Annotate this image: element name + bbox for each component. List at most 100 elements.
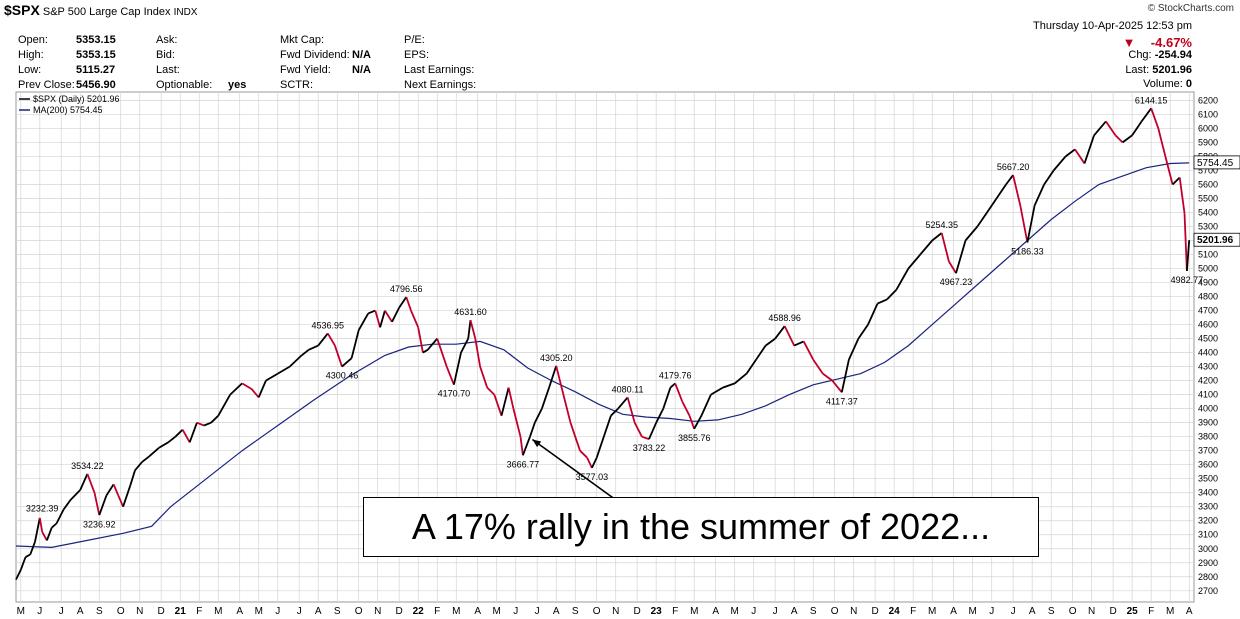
x-tick-label: A	[1029, 606, 1036, 617]
x-tick-label: F	[672, 606, 678, 617]
price-segment	[417, 327, 424, 353]
y-tick-label: 4900	[1198, 278, 1218, 288]
price-segment	[555, 365, 565, 395]
price-segment	[562, 394, 572, 423]
price-segment	[1186, 240, 1191, 271]
x-tick-label: F	[196, 606, 202, 617]
x-tick-label: A	[236, 606, 243, 617]
annotations: 3232.39 3236.92 3534.22 4536.95 4300.46 4796.…	[26, 95, 1240, 530]
ma-price-box	[1193, 155, 1240, 170]
volume-value: 0	[1185, 78, 1192, 90]
price-segment	[460, 338, 470, 354]
price-segment	[141, 455, 150, 463]
price-segment	[822, 372, 833, 382]
x-tick-label: J	[37, 606, 42, 617]
last-price-value: 5201.96	[1152, 63, 1192, 76]
brand-watermark: © StockCharts.com	[1147, 3, 1234, 14]
open-label: Open:	[18, 34, 48, 46]
price-segment	[700, 394, 712, 417]
x-axis: M J J A S O N D 21 F M A M J J A S O N D 22 F M A M J J A S O N D 23 F M A M…	[17, 606, 1193, 617]
price-segment	[745, 359, 757, 375]
x-tick-label: A	[474, 606, 481, 617]
x-tick-label: J	[297, 606, 302, 617]
y-tick-label: 3900	[1198, 418, 1218, 428]
x-tick-label: J	[751, 606, 756, 617]
x-tick-label: M	[690, 606, 698, 617]
price-annotation: 4305.20	[540, 353, 573, 363]
y-tick-label: 3300	[1198, 502, 1218, 512]
price-segment	[217, 394, 231, 417]
price-segment	[289, 354, 303, 368]
price-segment	[591, 457, 598, 469]
price-segment	[886, 288, 898, 301]
x-tick-label: A	[950, 606, 957, 617]
y-tick-label: 5700	[1198, 165, 1218, 175]
price-segment	[907, 253, 921, 270]
price-segment	[210, 415, 219, 424]
price-segment	[51, 522, 58, 529]
price-segment	[986, 197, 998, 214]
price-segment	[529, 422, 536, 437]
price-segment	[602, 415, 612, 437]
price-segment	[229, 382, 243, 396]
price-segment	[86, 473, 96, 494]
price-annotation: 4982.77	[1171, 275, 1204, 285]
price-annotation: 4170.70	[438, 389, 471, 399]
fwd-yield-value: N/A	[352, 64, 371, 76]
price-segment	[734, 372, 748, 385]
price-annotation: 4796.56	[390, 284, 423, 294]
price-segment	[1005, 174, 1014, 186]
price-segment	[976, 211, 988, 228]
price-segment	[674, 383, 684, 402]
price-segment	[62, 499, 72, 511]
price-segment	[948, 261, 957, 274]
price-segment	[203, 421, 212, 427]
price-annotation: 5254.35	[925, 220, 958, 230]
y-tick-label: 2700	[1198, 586, 1218, 596]
y-tick-label: 5300	[1198, 222, 1218, 232]
price-annotation: 3783.22	[633, 443, 666, 453]
x-tick-label: A	[791, 606, 798, 617]
ask-label: Ask:	[156, 34, 178, 46]
x-tick-label: S	[96, 606, 103, 617]
bid-label: Bid:	[156, 49, 175, 61]
y-axis: 2700 2800 2900 3000 3100 3200 3300 3400 3500 3600…	[1198, 95, 1218, 595]
x-tick-label: J	[275, 606, 280, 617]
price-annotation: 3577.03	[576, 472, 609, 482]
price-segment	[586, 457, 593, 469]
low-value: 5115.27	[76, 64, 116, 76]
optionable-value: yes	[228, 79, 247, 91]
price-segment	[436, 338, 448, 367]
price-annotation: 4179.76	[659, 370, 692, 380]
price-segment	[595, 436, 605, 458]
price-segment	[129, 470, 136, 486]
price-segment	[112, 483, 120, 496]
price-segment	[327, 332, 336, 347]
price-segment	[812, 359, 824, 375]
y-tick-label: 5600	[1198, 179, 1218, 189]
price-segment	[1157, 128, 1167, 157]
x-tick-label: S	[810, 606, 817, 617]
x-tick-label: 23	[651, 606, 663, 617]
price-annotation: 4631.60	[454, 307, 487, 317]
price-annotation: 4117.37	[826, 396, 858, 406]
y-tick-label: 5400	[1198, 207, 1218, 217]
x-tick-label: J	[773, 606, 778, 617]
y-tick-label: 5900	[1198, 137, 1218, 147]
price-segment	[1043, 169, 1055, 186]
price-annotation: 5667.20	[997, 162, 1030, 172]
price-annotation: 3666.77	[507, 459, 540, 469]
y-tick-label: 3500	[1198, 474, 1218, 484]
price-segment	[367, 309, 376, 315]
next-earnings-label: Next Earnings:	[404, 79, 477, 91]
y-tick-label: 6100	[1198, 109, 1218, 119]
price-annotation: 4588.96	[768, 313, 801, 323]
price-segment	[722, 382, 735, 389]
price-segment	[379, 310, 386, 328]
ma-price-label: 5754.45	[1197, 158, 1234, 169]
x-tick-label: O	[355, 606, 363, 617]
price-segment	[117, 495, 124, 508]
price-segment	[1114, 134, 1124, 144]
y-tick-label: 5100	[1198, 250, 1218, 260]
x-tick-label: D	[1109, 606, 1116, 617]
